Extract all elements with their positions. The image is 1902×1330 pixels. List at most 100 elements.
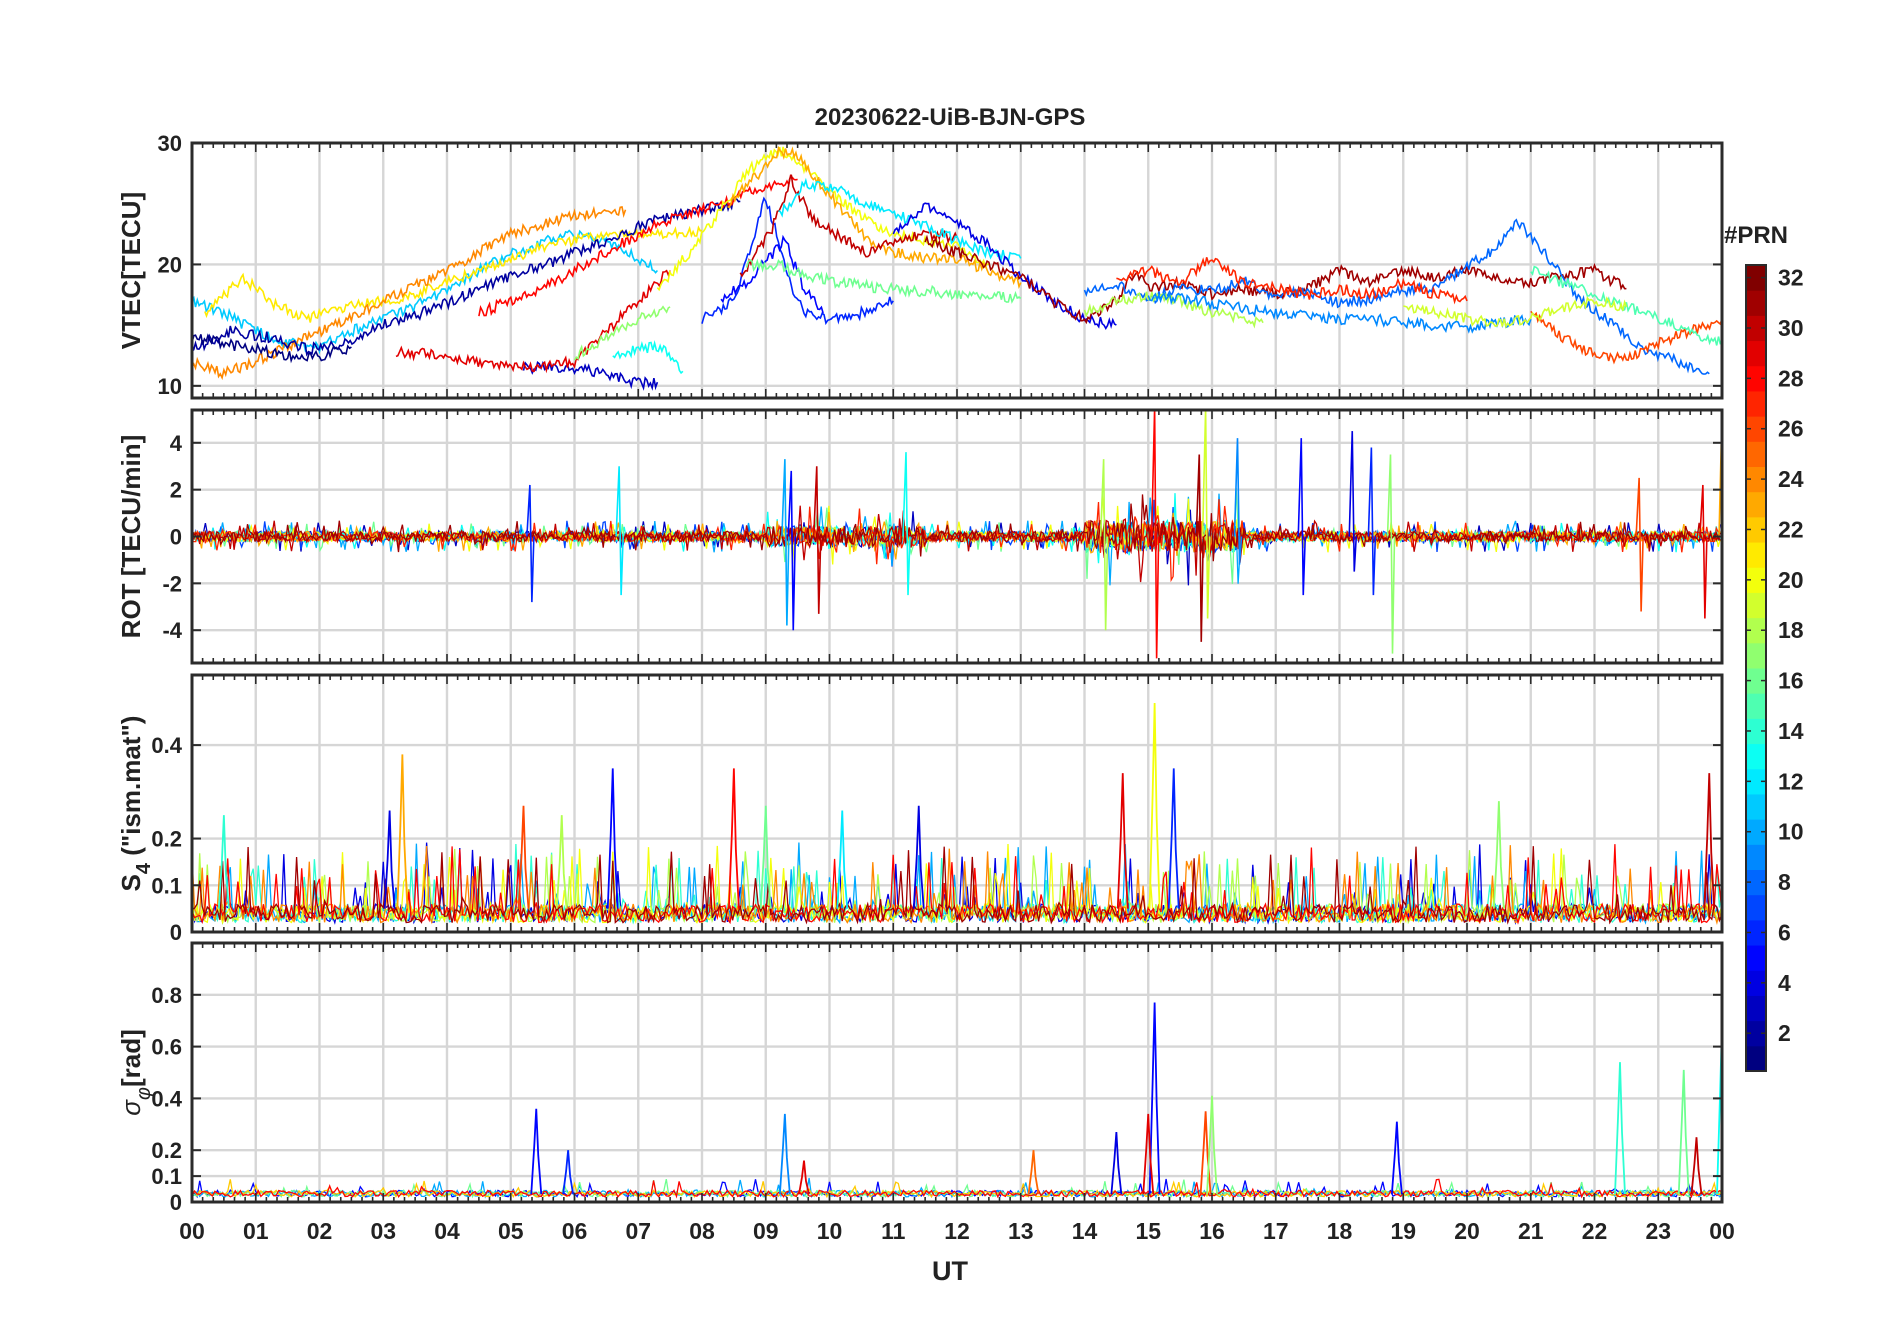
colorbar-tick-label: 2 — [1778, 1020, 1791, 1046]
spike-prn-12 — [836, 810, 849, 909]
spike-prn-13 — [902, 452, 911, 596]
x-tick-label: 00 — [179, 1218, 205, 1244]
colorbar-tick-label: 10 — [1778, 819, 1804, 845]
spike-prn-29 — [798, 1160, 810, 1195]
spike-prn-4 — [912, 805, 925, 909]
colorbar-tick-label: 30 — [1778, 315, 1804, 341]
spike-prn-5 — [1390, 1121, 1403, 1195]
colorbar-tick-label: 8 — [1778, 869, 1791, 895]
spike-prn-5 — [787, 470, 797, 631]
spike-prn-29 — [1699, 484, 1708, 619]
spike-prn-20 — [1148, 703, 1161, 909]
x-tick-label: 12 — [944, 1218, 970, 1244]
y-tick-label: 4 — [170, 431, 183, 456]
colorbar-tick-label: 28 — [1778, 365, 1804, 391]
y-axis-label-main: σ — [116, 1099, 146, 1116]
colorbar-segment — [1746, 743, 1766, 770]
series-line-prn-5 — [192, 1178, 1722, 1199]
x-tick-label: 06 — [562, 1218, 588, 1244]
series-line-prn-28 — [192, 844, 1722, 925]
series-line-prn-4 — [892, 202, 1117, 331]
spike-prn-31 — [1195, 454, 1205, 642]
series-line-prn-9 — [1147, 291, 1532, 334]
panel-sigma_phi: 00.10.2 0.4 0.6 0.8 σφ[rad] — [116, 941, 1724, 1215]
x-tick-label: 03 — [370, 1218, 396, 1244]
colorbar-segment — [1746, 945, 1766, 971]
chart-title: 20230622-UiB-BJN-GPS — [815, 104, 1086, 131]
colorbar-segment — [1746, 617, 1766, 644]
panel-rot: -4 -2 0 2 4 ROT [TECU/min] — [116, 408, 1724, 665]
spike-prn-5 — [606, 768, 619, 909]
series-line-prn-27 — [192, 499, 1721, 583]
colorbar-tick-label: 16 — [1778, 668, 1804, 694]
spike-prn-12 — [615, 466, 624, 596]
y-tick-label: 0.8 — [151, 983, 182, 1008]
x-tick-label: 19 — [1390, 1218, 1416, 1244]
spike-prn-17 — [1492, 801, 1505, 909]
spike-prn-6 — [1167, 768, 1180, 909]
y-tick-label: 20 — [158, 252, 182, 277]
spike-prn-18 — [555, 815, 568, 909]
colorbar-segment — [1746, 793, 1766, 820]
y-tick-label: -4 — [162, 618, 182, 643]
y-axis-label-tail: ("ism.mat") — [116, 716, 146, 863]
colorbar-segment — [1746, 1020, 1766, 1047]
colorbar-segment — [1746, 668, 1766, 694]
series-line-prn-27 — [1116, 257, 1468, 305]
y-tick-label: 0.6 — [151, 1035, 182, 1060]
colorbar-segment — [1746, 718, 1766, 745]
y-tick-label: 0 — [170, 920, 182, 945]
x-tick-label: 20 — [1454, 1218, 1480, 1244]
series-line-prn-18 — [1083, 291, 1264, 329]
colorbar-segment — [1746, 919, 1766, 946]
colorbar-segment — [1746, 693, 1766, 719]
y-axis-label: S4 ("ism.mat") — [116, 716, 155, 892]
x-tick-label: 14 — [1072, 1218, 1098, 1244]
y-tick-label: 2 — [170, 478, 182, 503]
x-tick-label: 02 — [307, 1218, 333, 1244]
x-tick-label: 08 — [689, 1218, 715, 1244]
spike-prn-14 — [1614, 1062, 1626, 1195]
colorbar-tick-label: 6 — [1778, 919, 1791, 945]
x-tick-labels: 00 01 02 03 04 05 06 07 08 09 10 11 12 13 14 15 16 17 18 19… — [179, 1218, 1735, 1244]
y-tick-label: 0.2 — [151, 827, 182, 852]
colorbar-segment — [1746, 844, 1766, 870]
colorbar-segment — [1746, 365, 1766, 392]
x-tick-label: 16 — [1199, 1218, 1225, 1244]
spike-prn-5 — [1148, 1002, 1161, 1195]
x-tick-label: 01 — [243, 1218, 269, 1244]
series-line-prn-30 — [739, 174, 958, 278]
y-tick-label: 0 — [170, 525, 182, 550]
series-line-prn-17 — [573, 305, 671, 361]
series-line-prn-1 — [192, 333, 352, 364]
panel-vtec: 10 20 30 VTEC[TECU] — [116, 131, 1724, 400]
spike-prn-5 — [530, 1108, 543, 1195]
spike-prn-14 — [217, 815, 230, 909]
colorbar-segment — [1746, 542, 1766, 568]
series-line-prn-20 — [656, 146, 990, 292]
colorbar-segment — [1746, 466, 1766, 493]
spike-prn-4 — [1110, 1132, 1123, 1195]
spike-prn-29 — [1116, 773, 1129, 909]
spike-prn-17 — [1206, 1095, 1218, 1195]
y-tick-label: 0.1 — [151, 873, 182, 898]
x-tick-label: 18 — [1327, 1218, 1353, 1244]
spike-prn-30 — [1703, 773, 1716, 909]
y-tick-label: 0 — [170, 1190, 182, 1215]
y-axis-label-sub: φ — [133, 1087, 155, 1100]
colorbar-tick-label: 18 — [1778, 617, 1804, 643]
colorbar-segment — [1746, 970, 1766, 996]
colorbar-tick-label: 14 — [1778, 718, 1804, 744]
series-line-prn-11 — [192, 229, 659, 355]
colorbar-frame — [1745, 264, 1767, 1072]
y-tick-label: 10 — [158, 374, 182, 399]
y-tick-label: -2 — [162, 571, 182, 596]
y-axis-label-main: S — [116, 874, 146, 891]
x-tick-label: 15 — [1135, 1218, 1161, 1244]
spike-prn-16 — [759, 805, 772, 909]
spike-prn-10 — [781, 459, 790, 626]
colorbar-tick-label: 12 — [1778, 768, 1804, 794]
colorbar-segment — [1746, 567, 1766, 593]
